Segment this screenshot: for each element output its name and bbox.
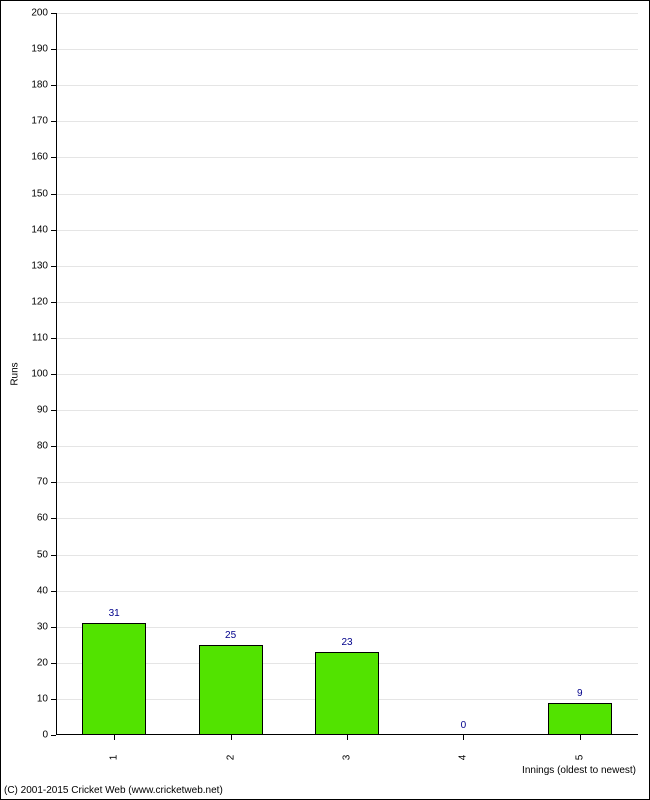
xtick-mark: [114, 735, 115, 740]
gridline: [56, 338, 638, 339]
ytick-mark: [51, 663, 56, 664]
bar: [82, 623, 146, 735]
ytick-label: 100: [1, 369, 48, 380]
ytick-mark: [51, 13, 56, 14]
xtick-label: 1: [109, 755, 120, 761]
gridline: [56, 374, 638, 375]
ytick-label: 80: [1, 441, 48, 452]
xtick-mark: [580, 735, 581, 740]
ytick-label: 30: [1, 621, 48, 632]
ytick-mark: [51, 482, 56, 483]
ytick-mark: [51, 302, 56, 303]
ytick-label: 70: [1, 477, 48, 488]
ytick-label: 20: [1, 657, 48, 668]
chart-frame: 3125230901020304050607080901001101201301…: [0, 0, 650, 800]
ytick-label: 90: [1, 405, 48, 416]
gridline: [56, 555, 638, 556]
ytick-mark: [51, 194, 56, 195]
ytick-mark: [51, 410, 56, 411]
ytick-label: 200: [1, 8, 48, 19]
gridline: [56, 482, 638, 483]
xtick-mark: [231, 735, 232, 740]
ytick-label: 140: [1, 224, 48, 235]
bar-value-label: 23: [341, 637, 352, 648]
xtick-label: 2: [225, 755, 236, 761]
ytick-mark: [51, 121, 56, 122]
ytick-mark: [51, 446, 56, 447]
ytick-label: 170: [1, 116, 48, 127]
x-axis-label: Innings (oldest to newest): [522, 765, 636, 776]
gridline: [56, 446, 638, 447]
gridline: [56, 157, 638, 158]
ytick-mark: [51, 338, 56, 339]
xtick-mark: [347, 735, 348, 740]
ytick-label: 110: [1, 332, 48, 343]
gridline: [56, 518, 638, 519]
ytick-label: 0: [1, 730, 48, 741]
gridline: [56, 410, 638, 411]
ytick-mark: [51, 699, 56, 700]
ytick-label: 120: [1, 296, 48, 307]
ytick-label: 40: [1, 585, 48, 596]
xtick-mark: [463, 735, 464, 740]
bar-value-label: 25: [225, 630, 236, 641]
y-axis-label: Runs: [10, 362, 21, 385]
ytick-label: 190: [1, 44, 48, 55]
bar-value-label: 0: [461, 720, 467, 731]
xtick-label: 3: [342, 755, 353, 761]
plot-area: 31 25 23 0 9: [56, 13, 638, 735]
gridline: [56, 266, 638, 267]
gridline: [56, 302, 638, 303]
bar: [199, 645, 263, 735]
gridline: [56, 591, 638, 592]
ytick-mark: [51, 374, 56, 375]
bar: [315, 652, 379, 735]
gridline: [56, 230, 638, 231]
ytick-label: 50: [1, 549, 48, 560]
ytick-mark: [51, 591, 56, 592]
xtick-label: 5: [574, 755, 585, 761]
ytick-label: 10: [1, 693, 48, 704]
gridline: [56, 49, 638, 50]
ytick-mark: [51, 157, 56, 158]
ytick-label: 160: [1, 152, 48, 163]
ytick-mark: [51, 627, 56, 628]
bar: [548, 703, 612, 735]
ytick-mark: [51, 49, 56, 50]
ytick-label: 60: [1, 513, 48, 524]
ytick-label: 180: [1, 80, 48, 91]
bar-value-label: 31: [109, 608, 120, 619]
ytick-label: 150: [1, 188, 48, 199]
ytick-mark: [51, 230, 56, 231]
ytick-mark: [51, 735, 56, 736]
gridline: [56, 194, 638, 195]
gridline: [56, 85, 638, 86]
copyright-text: (C) 2001-2015 Cricket Web (www.cricketwe…: [4, 785, 223, 796]
ytick-mark: [51, 518, 56, 519]
ytick-mark: [51, 85, 56, 86]
xtick-label: 4: [458, 755, 469, 761]
gridline: [56, 121, 638, 122]
y-axis: [56, 13, 57, 735]
ytick-mark: [51, 555, 56, 556]
gridline: [56, 13, 638, 14]
ytick-label: 130: [1, 260, 48, 271]
ytick-mark: [51, 266, 56, 267]
bar-value-label: 9: [577, 688, 583, 699]
